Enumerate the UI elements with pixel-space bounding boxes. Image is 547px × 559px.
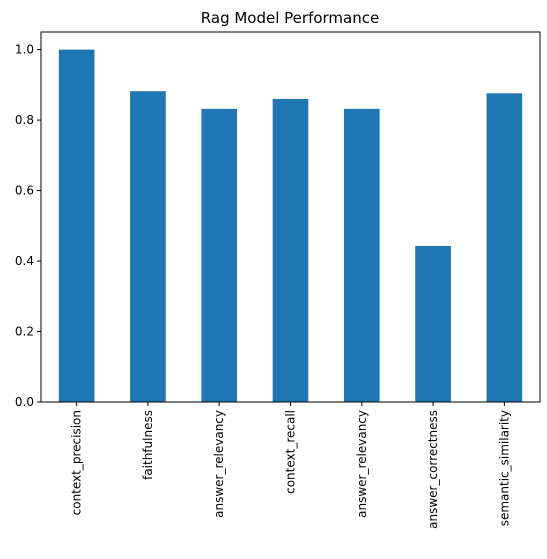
x-tick-label-1: faithfulness [141, 410, 155, 480]
y-tick-label-0: 0.0 [15, 395, 34, 409]
x-tick-label-4: answer_relevancy [355, 410, 369, 518]
bar-5 [415, 245, 451, 402]
x-tick-label-0: context_precision [70, 410, 84, 515]
y-tick-label-4: 0.8 [15, 113, 34, 127]
bar-3 [272, 98, 309, 402]
y-tick-label-1: 0.2 [15, 325, 34, 339]
bar-6 [486, 93, 523, 402]
x-tick-label-3: context_recall [284, 410, 298, 494]
x-tick-label-5: answer_correctness [426, 410, 440, 529]
bar-2 [201, 108, 238, 402]
axes: 0.0 0.2 0.4 0.6 0.8 1.0 context_precision faith… [15, 31, 541, 529]
y-tick-label-3: 0.6 [15, 184, 34, 198]
bar-4 [343, 108, 380, 402]
bar-1 [130, 91, 166, 402]
plot-area [58, 49, 523, 403]
x-tick-label-2: answer_relevancy [212, 410, 226, 518]
y-tick-label-2: 0.4 [15, 254, 34, 268]
x-tick-label-6: semantic_similarity [497, 410, 511, 526]
bar-0 [58, 49, 95, 403]
y-tick-label-5: 1.0 [15, 43, 34, 57]
chart-title: Rag Model Performance [201, 9, 379, 27]
